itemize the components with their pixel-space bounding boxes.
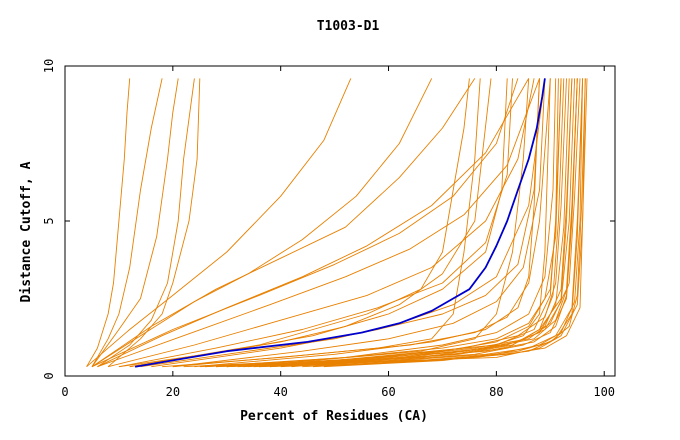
series-line-model-01 [86, 78, 131, 367]
series-line-model-02 [91, 78, 163, 367]
series-line-model-07 [91, 78, 433, 368]
series-line-model-12 [107, 78, 535, 368]
x-tick-label: 0 [61, 385, 68, 399]
series-line-model-15 [118, 78, 492, 368]
series-line-model-14 [129, 78, 508, 368]
series-line-model-10 [91, 78, 519, 368]
series-line-model-39 [242, 78, 565, 368]
chart-title: T1003-D1 [317, 19, 380, 34]
series-line-highlighted-model [134, 78, 546, 368]
x-axis-label: Percent of Residues (CA) [240, 409, 428, 424]
series-line-model-34 [259, 78, 578, 368]
x-tick-label: 40 [273, 385, 287, 399]
series-line-model-18 [172, 78, 546, 368]
series-line-model-37 [215, 78, 551, 368]
series-line-model-04 [97, 78, 195, 368]
series-line-model-22 [172, 78, 551, 368]
series-line-model-29 [226, 78, 567, 368]
series-line-model-20 [162, 78, 481, 368]
series-line-model-44 [259, 78, 584, 368]
y-tick-label: 0 [42, 372, 56, 379]
series-line-model-05 [107, 78, 201, 368]
series-line-model-21 [183, 78, 530, 368]
series-line-model-19 [129, 78, 470, 368]
series-layer [86, 78, 588, 368]
series-line-model-06 [86, 78, 352, 368]
y-ticks: 0 5 10 [42, 59, 615, 380]
series-line-model-16 [140, 78, 546, 368]
x-ticks: 0 20 40 60 80 100 [61, 66, 615, 399]
x-tick-label: 100 [593, 385, 615, 399]
x-tick-label: 80 [489, 385, 503, 399]
series-line-model-11 [97, 78, 540, 368]
series-line-model-23 [194, 78, 540, 368]
x-tick-label: 20 [166, 385, 180, 399]
series-line-model-35 [302, 78, 584, 368]
series-line-model-13 [118, 78, 513, 368]
series-line-model-38 [291, 78, 578, 368]
series-line-model-41 [269, 78, 581, 368]
series-line-model-09 [97, 78, 530, 368]
series-line-model-03 [91, 78, 179, 367]
y-axis-label: Distance Cutoff, A [19, 161, 34, 302]
series-line-model-17 [151, 78, 540, 368]
y-tick-label: 10 [42, 59, 56, 73]
y-tick-label: 5 [42, 217, 56, 224]
series-line-model-30 [269, 78, 584, 368]
series-line-model-43 [205, 78, 557, 368]
series-line-model-08 [91, 78, 476, 368]
x-tick-label: 60 [381, 385, 395, 399]
